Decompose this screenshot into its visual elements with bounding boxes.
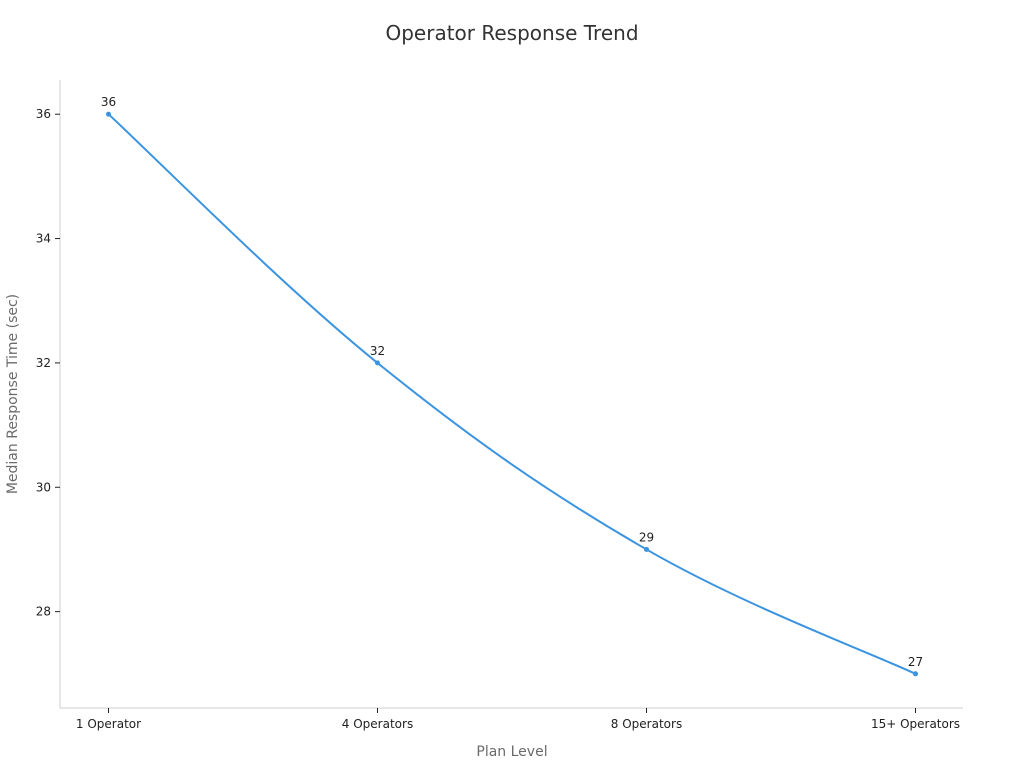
- y-tick-label: 34: [36, 232, 51, 246]
- y-axis-title: Median Response Time (sec): [5, 294, 21, 494]
- y-axis-ticks: 28 30 32 34 36: [36, 107, 60, 619]
- data-label: 32: [370, 344, 385, 358]
- x-tick-label: 4 Operators: [342, 717, 413, 731]
- y-tick-label: 30: [36, 480, 51, 494]
- data-label: 36: [101, 95, 116, 109]
- data-point: [106, 111, 111, 117]
- y-tick-label: 36: [36, 107, 51, 121]
- x-axis-title: Plan Level: [476, 744, 547, 760]
- chart-title: Operator Response Trend: [385, 21, 638, 45]
- x-tick-label: 8 Operators: [611, 717, 682, 731]
- data-points: [106, 111, 918, 677]
- y-tick-label: 32: [36, 356, 51, 370]
- data-label: 29: [639, 530, 654, 544]
- y-tick-label: 28: [36, 605, 51, 619]
- data-point: [375, 360, 380, 366]
- series-line: [107, 113, 916, 675]
- data-point: [644, 546, 649, 552]
- x-axis-ticks: 1 Operator 4 Operators 8 Operators 15+ Oper…: [76, 708, 960, 731]
- x-tick-label: 15+ Operators: [871, 717, 960, 731]
- x-tick-label: 1 Operator: [76, 717, 141, 731]
- data-point: [913, 671, 918, 677]
- data-label: 27: [908, 655, 923, 669]
- data-labels: 36 32 29 27: [101, 95, 923, 669]
